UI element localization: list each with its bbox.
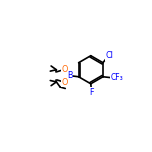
Text: O: O bbox=[61, 65, 68, 74]
Text: B: B bbox=[67, 71, 73, 80]
Text: O: O bbox=[61, 78, 68, 87]
Text: CF₃: CF₃ bbox=[111, 73, 124, 82]
Text: Cl: Cl bbox=[105, 51, 113, 60]
Text: F: F bbox=[89, 88, 94, 97]
